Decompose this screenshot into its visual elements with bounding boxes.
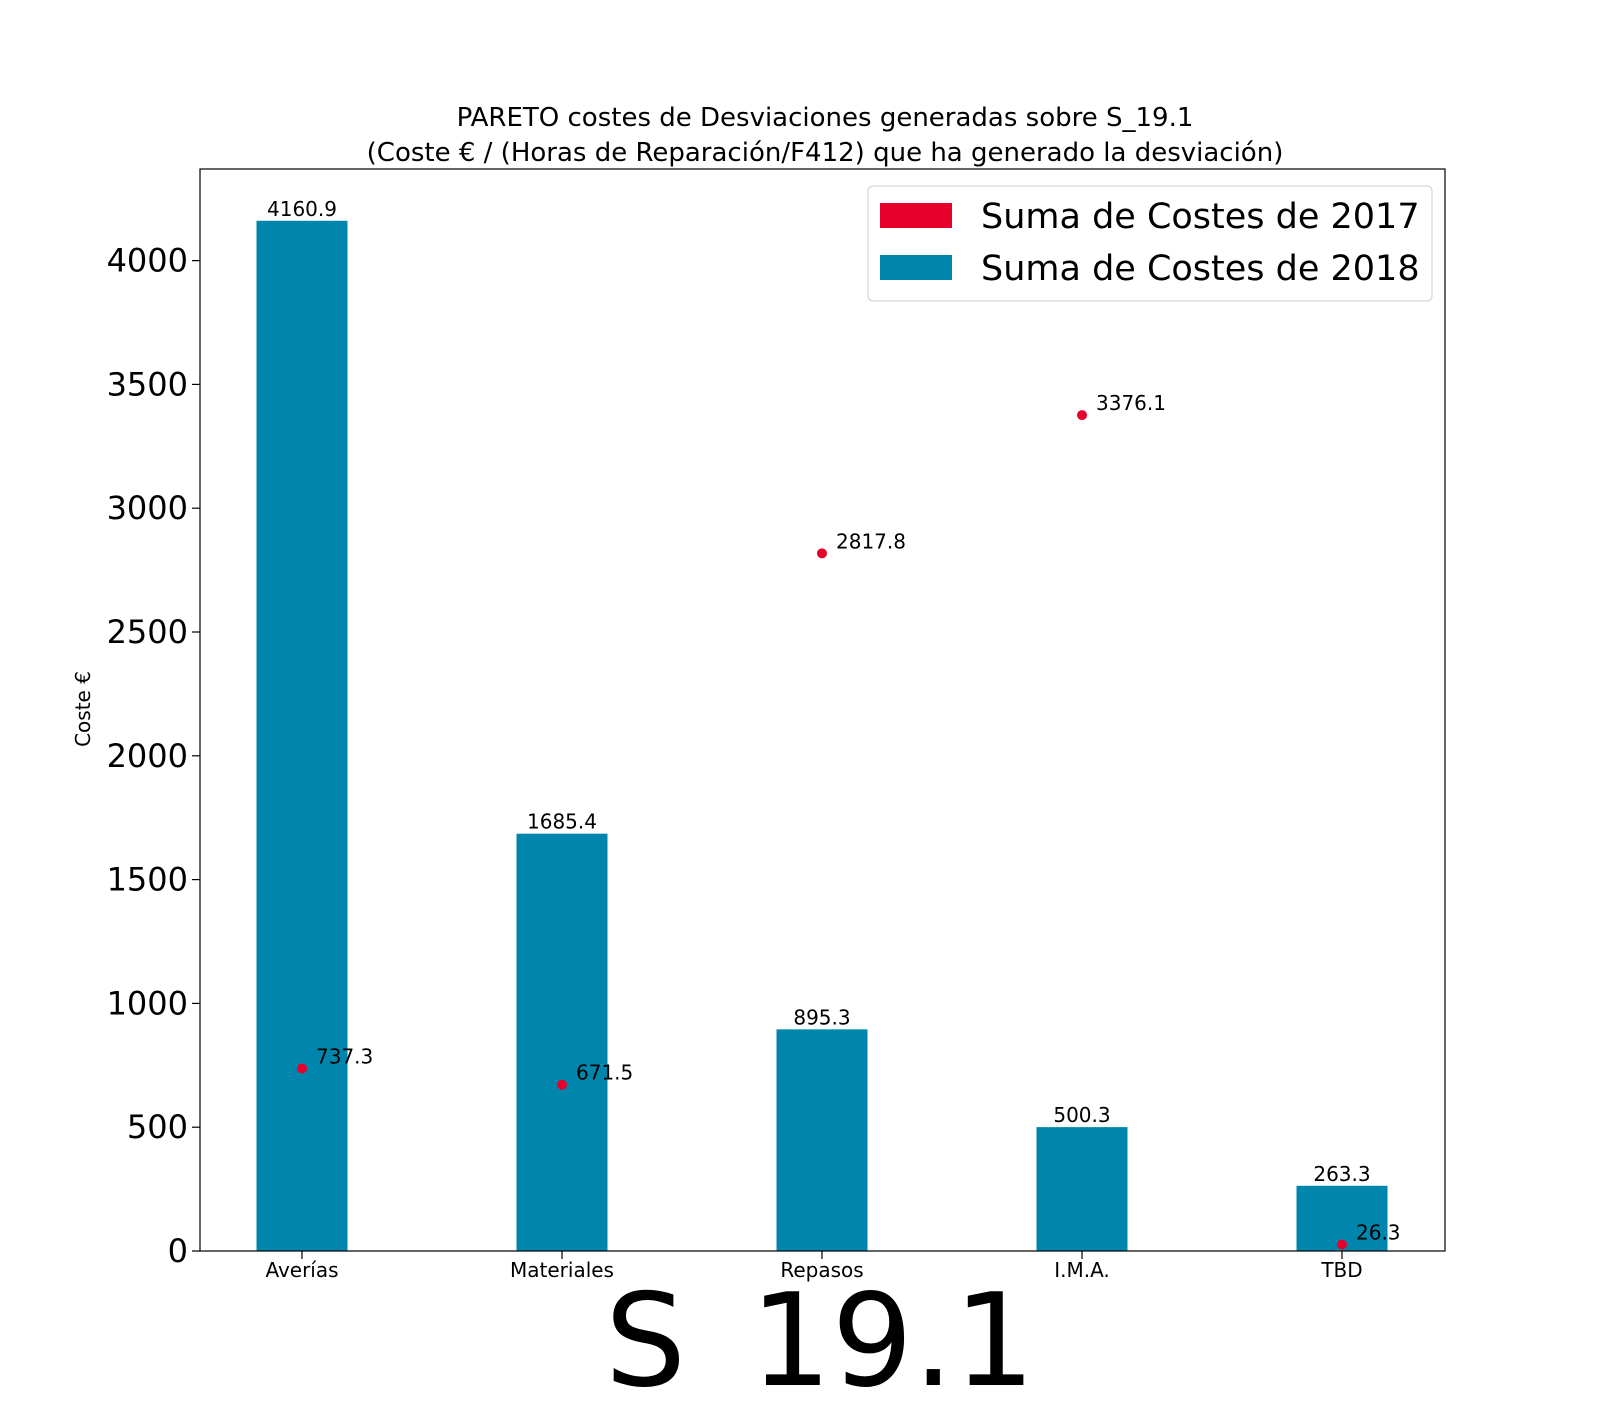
point-value-label-3: 3376.1 bbox=[1096, 391, 1166, 415]
point-4 bbox=[1337, 1239, 1347, 1250]
bar-2 bbox=[776, 1029, 868, 1251]
legend-label-1: Suma de Costes de 2018 bbox=[981, 249, 1420, 289]
point-1 bbox=[557, 1079, 567, 1090]
bar-value-label-1: 1685.4 bbox=[527, 810, 597, 834]
bar-3 bbox=[1036, 1127, 1128, 1251]
point-value-label-1: 671.5 bbox=[576, 1061, 633, 1085]
y-tick-label-6: 3000 bbox=[107, 489, 188, 527]
bar-value-label-0: 4160.9 bbox=[267, 197, 337, 221]
legend-swatch-1 bbox=[880, 255, 952, 280]
y-tick-label-5: 2500 bbox=[107, 613, 188, 651]
legend: Suma de Costes de 2017 Suma de Costes de … bbox=[867, 185, 1433, 302]
point-labels-group: 737.3 671.5 2817.8 3376.1 26.3 bbox=[316, 391, 1401, 1244]
bar-1 bbox=[516, 833, 608, 1251]
y-axis-label: Coste € bbox=[71, 671, 95, 747]
x-tick-label-3: I.M.A. bbox=[1054, 1258, 1110, 1282]
y-tick-label-4: 2000 bbox=[107, 737, 188, 775]
bars-group bbox=[256, 220, 1388, 1251]
points-group bbox=[297, 410, 1347, 1250]
bar-value-label-3: 500.3 bbox=[1053, 1103, 1110, 1127]
y-tick-label-7: 3500 bbox=[107, 365, 188, 403]
point-value-label-2: 2817.8 bbox=[836, 529, 906, 553]
x-axis-label: S_19.1 bbox=[605, 1267, 1035, 1400]
chart-subtitle: (Coste € / (Horas de Reparación/F412) qu… bbox=[367, 138, 1284, 168]
y-tick-label-8: 4000 bbox=[107, 242, 188, 280]
legend-label-0: Suma de Costes de 2017 bbox=[981, 197, 1420, 237]
x-tick-label-1: Materiales bbox=[510, 1258, 614, 1282]
point-value-label-0: 737.3 bbox=[316, 1044, 373, 1068]
y-ticks-group: 0 500 1000 1500 2000 2500 3000 3500 4000 bbox=[107, 242, 200, 1270]
point-2 bbox=[817, 548, 827, 559]
point-value-label-4: 26.3 bbox=[1356, 1220, 1401, 1244]
y-tick-label-1: 500 bbox=[127, 1108, 188, 1146]
chart-title: PARETO costes de Desviaciones generadas … bbox=[457, 103, 1194, 133]
x-ticks-group: Averías Materiales Repasos I.M.A. TBD bbox=[265, 1251, 1363, 1282]
bar-value-label-4: 263.3 bbox=[1313, 1162, 1370, 1186]
bar-labels-group: 4160.9 1685.4 895.3 500.3 263.3 bbox=[267, 197, 1371, 1186]
y-tick-label-0: 0 bbox=[168, 1232, 188, 1270]
bar-0 bbox=[256, 220, 348, 1251]
legend-swatch-0 bbox=[880, 203, 952, 228]
x-tick-label-2: Repasos bbox=[780, 1258, 863, 1282]
x-tick-label-0: Averías bbox=[265, 1258, 338, 1282]
y-tick-label-3: 1500 bbox=[107, 861, 188, 899]
y-tick-label-2: 1000 bbox=[107, 984, 188, 1022]
bar-value-label-2: 895.3 bbox=[793, 1005, 850, 1029]
x-tick-label-4: TBD bbox=[1320, 1258, 1362, 1282]
point-3 bbox=[1077, 410, 1087, 421]
point-0 bbox=[297, 1063, 307, 1074]
legend-box bbox=[867, 185, 1433, 302]
